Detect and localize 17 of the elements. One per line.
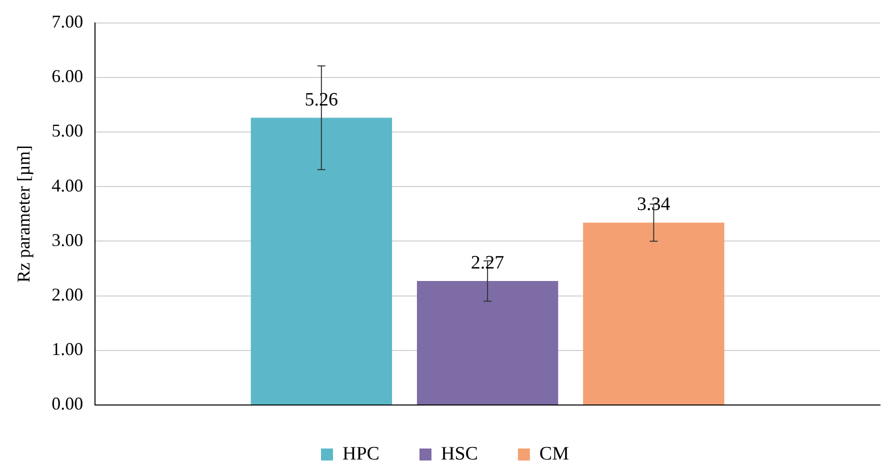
legend-label: HSC	[440, 443, 478, 464]
y-tick-label: 3.00	[52, 230, 84, 250]
legend-label: CM	[539, 443, 570, 464]
y-axis-title: Rz parameter [µm]	[14, 145, 34, 283]
bar	[250, 118, 392, 404]
bar	[583, 222, 724, 404]
data-label: 3.34	[637, 194, 671, 216]
data-label: 2.27	[470, 252, 504, 274]
y-tick-label: 5.00	[52, 120, 84, 141]
legend-label: HPC	[342, 443, 380, 464]
y-tick-label: 1.00	[52, 339, 84, 360]
y-tick-label: 7.00	[52, 12, 84, 32]
y-tick-label: 4.00	[52, 175, 84, 196]
y-tick-label: 2.00	[52, 284, 84, 305]
bar	[416, 281, 558, 404]
y-tick-label: 0.00	[52, 394, 84, 414]
y-tick-label: 6.00	[52, 66, 84, 86]
